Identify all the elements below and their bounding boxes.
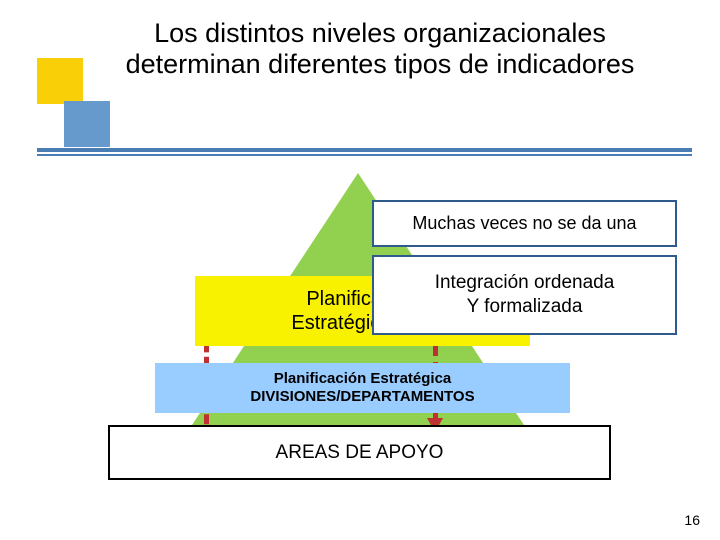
level-3-line1: Planificación Estratégica [274,370,452,387]
slide-title: Los distintos niveles organizacionales d… [120,18,640,80]
level-3-text: Planificación Estratégica DIVISIONES/DEP… [250,370,474,406]
callout-bottom-line1: Integración ordenada [435,271,615,295]
decor-square-yellow [37,58,83,104]
decor-rule-thick [37,148,692,152]
decor-square-blue [64,101,110,147]
slide-stage: Los distintos niveles organizacionales d… [0,0,720,540]
callout-top-text: Muchas veces no se da una [412,213,636,234]
level-4-text: AREAS DE APOYO [276,442,444,464]
callout-bottom-box: Integración ordenada Y formalizada [372,255,677,335]
page-number: 16 [684,512,700,528]
callout-top-box: Muchas veces no se da una [372,200,677,247]
level-3-line2: DIVISIONES/DEPARTAMENTOS [250,388,474,405]
decor-rule-thin [37,154,692,156]
level-3-box: Planificación Estratégica DIVISIONES/DEP… [155,363,570,413]
level-4-box: AREAS DE APOYO [108,425,611,480]
callout-bottom-line2: Y formalizada [467,295,583,319]
